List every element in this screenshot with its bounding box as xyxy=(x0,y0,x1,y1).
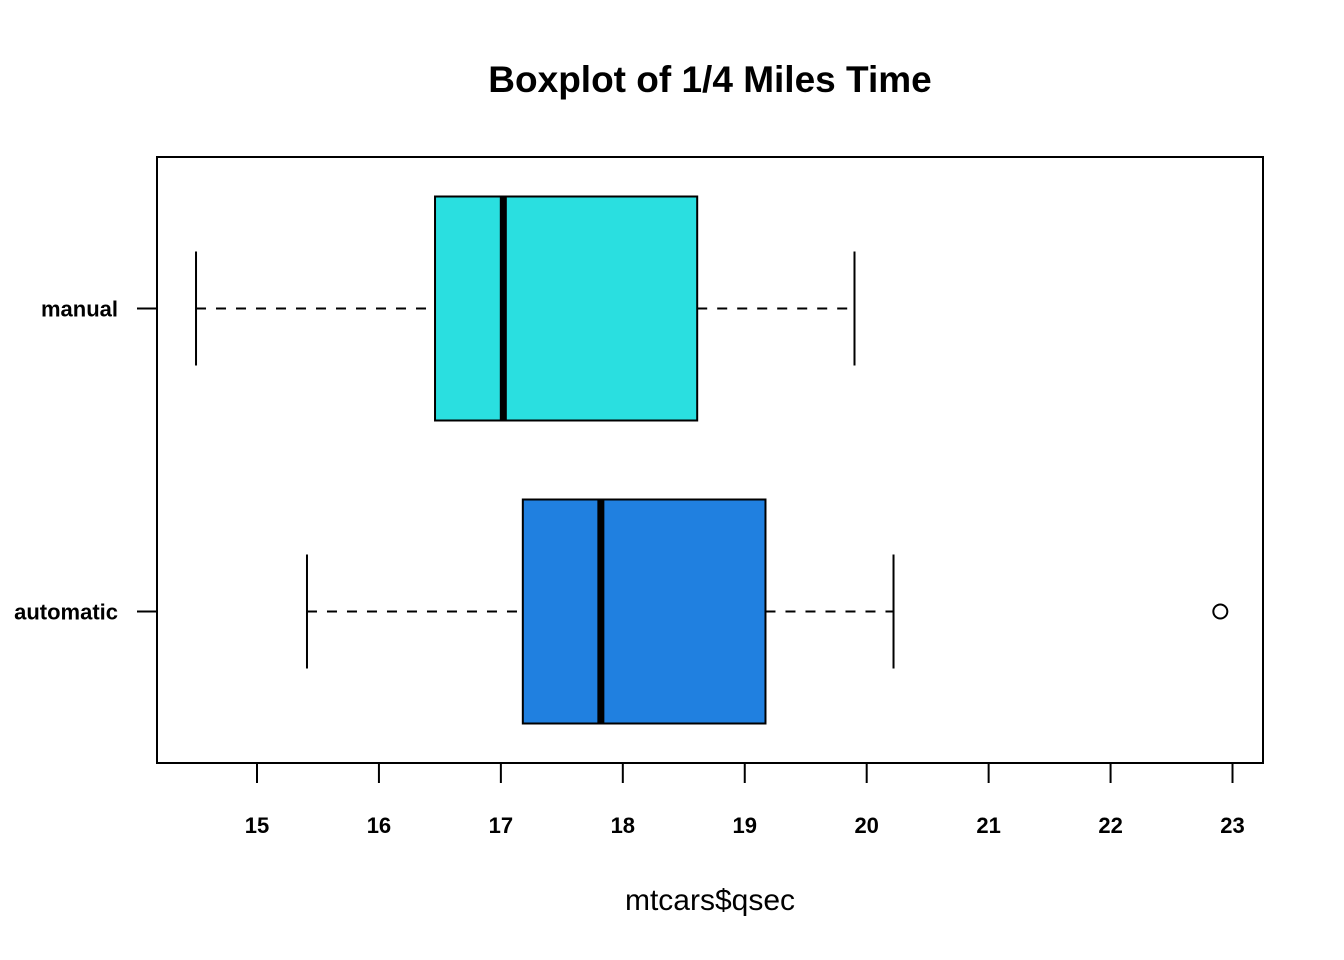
x-tick-label-17: 17 xyxy=(489,813,513,838)
x-tick-label-19: 19 xyxy=(733,813,757,838)
box-iqr-manual xyxy=(434,195,699,422)
x-tick-label-20: 20 xyxy=(854,813,878,838)
x-tick-label-21: 21 xyxy=(976,813,1000,838)
x-axis: 15 16 17 18 19 20 21 22 23 xyxy=(245,763,1245,838)
y-tick-label-manual: manual xyxy=(41,297,118,322)
box-manual xyxy=(195,195,856,422)
x-tick-label-18: 18 xyxy=(611,813,635,838)
y-tick-label-automatic: automatic xyxy=(14,600,118,625)
box-automatic xyxy=(305,498,1229,725)
box-iqr-automatic xyxy=(521,498,767,725)
x-tick-label-15: 15 xyxy=(245,813,269,838)
y-axis: automatic manual xyxy=(14,297,157,625)
chart-title: Boxplot of 1/4 Miles Time xyxy=(488,59,931,100)
outlier-point-automatic-0 xyxy=(1212,603,1229,620)
x-tick-label-16: 16 xyxy=(367,813,391,838)
x-tick-label-23: 23 xyxy=(1220,813,1244,838)
x-tick-label-22: 22 xyxy=(1098,813,1122,838)
plot-frame xyxy=(156,156,1264,764)
plot-marks xyxy=(195,195,1229,725)
x-axis-label: mtcars$qsec xyxy=(625,884,795,917)
